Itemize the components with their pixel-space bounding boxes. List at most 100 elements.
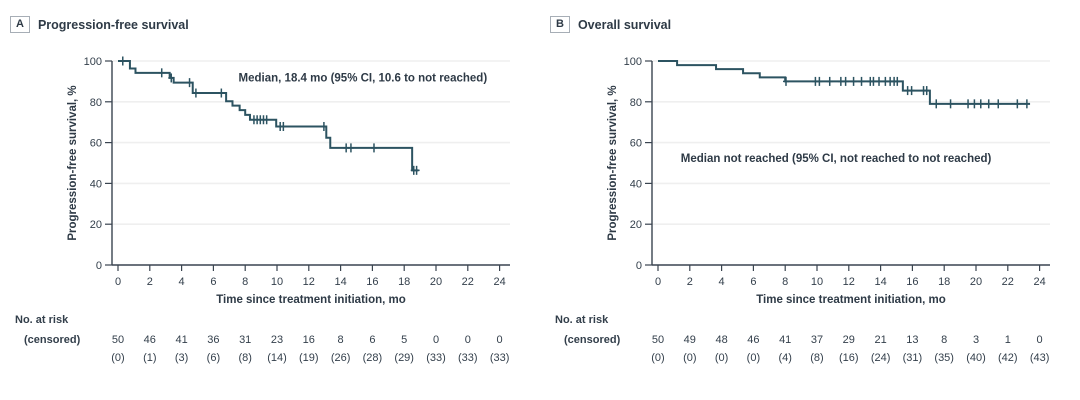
risk-count: 37 — [811, 334, 823, 346]
censored-count: (4) — [778, 352, 791, 364]
x-tick-label: 10 — [271, 276, 283, 288]
y-tick-label: 60 — [90, 138, 102, 150]
risk-count: 21 — [874, 334, 886, 346]
panel-label-badge-b: B — [550, 16, 570, 33]
km-curve — [658, 60, 1031, 105]
risk-count: 0 — [433, 334, 439, 346]
x-tick-label: 14 — [874, 276, 886, 288]
x-tick-label: 18 — [398, 276, 410, 288]
y-axis-title: Progression-free survival, % — [67, 85, 79, 240]
risk-table-label: (censored) — [24, 334, 81, 346]
risk-table-label: No. at risk — [555, 314, 609, 326]
censored-count: (0) — [651, 352, 664, 364]
median-annotation: Median, 18.4 mo (95% CI, 10.6 to not rea… — [239, 72, 488, 84]
censored-count: (0) — [683, 352, 696, 364]
y-tick-label: 60 — [630, 138, 642, 150]
censored-count: (0) — [715, 352, 728, 364]
censored-count: (8) — [810, 352, 823, 364]
risk-count: 29 — [843, 334, 855, 346]
censored-count: (33) — [426, 352, 446, 364]
x-tick-label: 12 — [843, 276, 855, 288]
panel-title-a: Progression-free survival — [37, 17, 189, 32]
risk-count: 41 — [779, 334, 791, 346]
censored-count: (24) — [871, 352, 891, 364]
censored-count: (19) — [299, 352, 319, 364]
y-tick-label: 40 — [630, 178, 642, 190]
risk-count: 41 — [175, 334, 187, 346]
x-tick-label: 16 — [366, 276, 378, 288]
x-tick-label: 12 — [303, 276, 315, 288]
panel-b: B Overall survival 0 20 40 60 80 100 0 2 4 6 8 10 12… — [540, 0, 1080, 400]
panel-a-header: A Progression-free survival — [10, 16, 189, 33]
x-axis-title: Time since treatment initiation, mo — [756, 294, 946, 306]
risk-count: 8 — [941, 334, 947, 346]
censored-count: (14) — [267, 352, 287, 364]
risk-table-label: No. at risk — [15, 314, 69, 326]
y-tick-label: 80 — [90, 97, 102, 109]
panel-b-header: B Overall survival — [550, 16, 671, 33]
risk-count: 46 — [747, 334, 759, 346]
censored-count: (33) — [458, 352, 478, 364]
y-tick-label: 0 — [96, 260, 102, 272]
censored-count: (31) — [903, 352, 923, 364]
x-tick-label: 6 — [750, 276, 756, 288]
x-tick-label: 4 — [719, 276, 725, 288]
x-tick-label: 14 — [334, 276, 346, 288]
x-tick-label: 20 — [970, 276, 982, 288]
y-tick-label: 80 — [630, 97, 642, 109]
censored-count: (42) — [998, 352, 1018, 364]
censored-count: (1) — [143, 352, 156, 364]
x-tick-label: 4 — [179, 276, 185, 288]
x-tick-label: 22 — [462, 276, 474, 288]
risk-count: 3 — [973, 334, 979, 346]
risk-count: 36 — [207, 334, 219, 346]
x-tick-label: 20 — [430, 276, 442, 288]
risk-count: 5 — [401, 334, 407, 346]
censored-count: (28) — [363, 352, 383, 364]
x-tick-label: 8 — [782, 276, 788, 288]
risk-count: 0 — [497, 334, 503, 346]
panel-label-badge-a: A — [10, 16, 30, 33]
x-tick-label: 2 — [687, 276, 693, 288]
risk-count: 50 — [652, 334, 664, 346]
risk-count: 1 — [1005, 334, 1011, 346]
censored-count: (35) — [934, 352, 954, 364]
y-tick-label: 40 — [90, 178, 102, 190]
x-tick-label: 0 — [115, 276, 121, 288]
risk-count: 8 — [338, 334, 344, 346]
x-tick-label: 16 — [906, 276, 918, 288]
risk-count: 13 — [906, 334, 918, 346]
risk-count: 50 — [112, 334, 124, 346]
median-annotation: Median not reached (95% CI, not reached … — [681, 153, 992, 165]
x-axis-title: Time since treatment initiation, mo — [216, 294, 406, 306]
risk-table-label: (censored) — [564, 334, 621, 346]
x-tick-label: 22 — [1002, 276, 1014, 288]
censored-count: (6) — [207, 352, 220, 364]
censored-count: (29) — [394, 352, 414, 364]
risk-count: 49 — [684, 334, 696, 346]
x-tick-label: 10 — [811, 276, 823, 288]
y-tick-label: 20 — [90, 219, 102, 231]
censored-count: (33) — [490, 352, 510, 364]
censored-count: (43) — [1030, 352, 1050, 364]
x-tick-label: 24 — [493, 276, 505, 288]
panel-title-b: Overall survival — [577, 17, 672, 32]
censored-count: (0) — [111, 352, 124, 364]
censored-count: (0) — [747, 352, 760, 364]
y-axis-title: Progression-free survival, % — [607, 85, 619, 240]
y-tick-label: 20 — [630, 219, 642, 231]
censored-count: (26) — [331, 352, 351, 364]
censored-count: (3) — [175, 352, 188, 364]
risk-count: 48 — [715, 334, 727, 346]
censored-count: (8) — [238, 352, 251, 364]
risk-count: 0 — [1037, 334, 1043, 346]
risk-count: 6 — [369, 334, 375, 346]
x-tick-label: 24 — [1033, 276, 1045, 288]
y-tick-label: 100 — [624, 56, 642, 68]
y-tick-label: 100 — [84, 56, 102, 68]
risk-count: 46 — [144, 334, 156, 346]
x-tick-label: 2 — [147, 276, 153, 288]
